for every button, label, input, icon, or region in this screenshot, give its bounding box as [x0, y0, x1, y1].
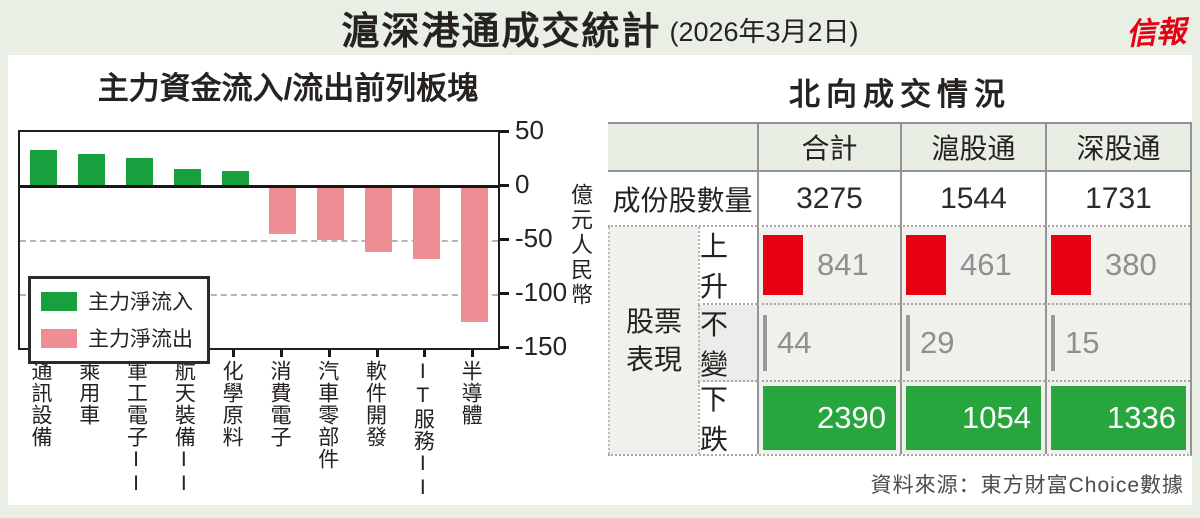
y-tick--100 [500, 292, 509, 295]
x-label-軍工電子II: 軍工電子II [124, 360, 148, 496]
constituents-row-label: 成份股數量 [608, 172, 757, 227]
down-bar: 1054 [906, 386, 1041, 450]
x-label-消費電子: 消費電子 [267, 360, 291, 448]
flow-chart-plot: 主力淨流入 主力淨流出 [18, 130, 500, 364]
x-tick-化學原料 [232, 350, 236, 357]
down-cell-total: 2390 [757, 382, 900, 454]
down-shenzhen-value: 1336 [1107, 400, 1176, 435]
gridline-minus100 [20, 294, 498, 296]
up-bar-icon [906, 235, 946, 295]
x-label-化學原料: 化學原料 [220, 360, 244, 448]
outflow-swatch-icon [41, 328, 77, 348]
x-label-航天裝備II: 航天裝備II [172, 360, 196, 496]
constituents-total: 3275 [757, 172, 900, 227]
flow-bar-航天裝備II [173, 168, 201, 185]
x-tick-消費電子 [279, 350, 283, 357]
up-cell-shenzhen: 380 [1045, 227, 1190, 305]
flat-bar-icon [906, 314, 910, 371]
legend-inflow-label: 主力淨流入 [88, 291, 193, 314]
flat-total-value: 44 [777, 324, 812, 360]
gridline-minus50 [20, 240, 498, 242]
y-tick-label--150: -150 [515, 331, 568, 361]
y-tick-label--50: -50 [515, 223, 553, 253]
x-label-IT服務II: IT服務II [411, 360, 435, 500]
chart-legend: 主力淨流入 主力淨流出 [28, 276, 210, 364]
flow-bar-IT服務II [412, 188, 440, 260]
flow-bar-乘用車 [78, 153, 106, 185]
header-empty-cell [608, 124, 757, 172]
x-tick-半導體 [471, 350, 475, 357]
y-axis: 50 0 -50 -100 -150 [500, 115, 596, 361]
x-axis-labels: 通訊設備 乘用車 軍工電子II 航天裝備II 化學原料 消費電子 汽車零部件 軟件開發 IT服務… [18, 360, 500, 518]
up-cell-total: 841 [757, 227, 900, 305]
y-tick--50 [500, 238, 509, 241]
flat-cell-total: 44 [757, 305, 900, 382]
flat-row-label: 不變 [698, 305, 757, 382]
flow-bar-消費電子 [269, 188, 297, 235]
inflow-swatch-icon [41, 291, 77, 311]
content-card: 主力資金流入/流出前列板塊 主力淨流入 主力淨流出 50 0 -50 -100 -150… [8, 55, 1192, 505]
x-tick-汽車零部件 [327, 350, 331, 357]
page-title: 滬深港通成交統計 [341, 11, 662, 53]
constituents-shenzhen: 1731 [1045, 172, 1190, 227]
flow-bar-汽車零部件 [317, 188, 345, 240]
x-label-乘用車: 乘用車 [76, 360, 100, 426]
flow-bar-半導體 [460, 188, 488, 322]
header-shanghai-connect: 滬股通 [900, 124, 1045, 172]
northbound-table-title: 北向成交情況 [789, 77, 1011, 112]
x-label-汽車零部件: 汽車零部件 [315, 360, 339, 470]
flow-bar-軍工電子II [126, 158, 153, 185]
down-cell-shanghai: 1054 [900, 382, 1045, 454]
data-source-note: 資料來源：東方財富Choice數據 [870, 474, 1184, 497]
page-title-date: (2026年3月2日) [669, 17, 859, 47]
up-shanghai-value: 461 [960, 247, 1012, 282]
y-tick-label--100: -100 [515, 277, 568, 307]
flat-cell-shenzhen: 15 [1045, 305, 1190, 382]
up-cell-shanghai: 461 [900, 227, 1045, 305]
up-bar-icon [763, 235, 803, 295]
y-tick-label-50: 50 [515, 115, 544, 145]
up-shenzhen-value: 380 [1105, 247, 1157, 282]
legend-outflow-label: 主力淨流出 [88, 328, 193, 351]
legend-item-inflow: 主力淨流入 [41, 286, 193, 316]
performance-group-label: 股票表現 [608, 227, 698, 454]
header-shenzhen-connect: 深股通 [1045, 124, 1190, 172]
legend-item-outflow: 主力淨流出 [41, 323, 193, 353]
flow-chart-title: 主力資金流入/流出前列板塊 [97, 71, 479, 106]
down-bar: 2390 [763, 386, 896, 450]
flow-bar-化學原料 [221, 170, 249, 185]
x-label-軟件開發: 軟件開發 [363, 360, 387, 448]
down-cell-shenzhen: 1336 [1045, 382, 1190, 454]
masthead: 滬深港通成交統計 (2026年3月2日) [0, 0, 1200, 55]
x-label-半導體: 半導體 [459, 360, 483, 426]
down-row-label: 下跌 [698, 382, 757, 455]
y-tick-50 [500, 130, 509, 133]
flat-shanghai-value: 29 [920, 324, 955, 360]
hkej-logo: 信報 [1125, 14, 1188, 53]
northbound-table: 合計 滬股通 深股通 成份股數量 3275 1544 1731 股票表現 上升 … [608, 122, 1192, 456]
x-tick-IT服務II [423, 350, 427, 357]
x-tick-軟件開發 [375, 350, 379, 357]
down-total-value: 2390 [817, 400, 886, 435]
zero-axis-line [20, 185, 498, 188]
up-bar-icon [1051, 235, 1091, 295]
flat-shenzhen-value: 15 [1065, 324, 1100, 360]
x-label-通訊設備: 通訊設備 [28, 360, 52, 448]
up-row-label: 上升 [698, 227, 757, 305]
constituents-shanghai: 1544 [900, 172, 1045, 227]
flat-bar-icon [1051, 314, 1055, 371]
flat-bar-icon [763, 314, 767, 371]
y-tick-label-0: 0 [515, 169, 530, 199]
down-shanghai-value: 1054 [962, 400, 1031, 435]
y-axis-unit-label: 億元人民幣 [568, 183, 593, 308]
flow-bar-通訊設備 [30, 150, 58, 185]
y-tick--150 [500, 346, 509, 349]
flat-cell-shanghai: 29 [900, 305, 1045, 382]
y-tick-0 [500, 184, 509, 187]
down-bar: 1336 [1051, 386, 1186, 450]
flow-bar-軟件開發 [365, 188, 392, 252]
header-total: 合計 [757, 124, 900, 172]
up-total-value: 841 [817, 247, 869, 282]
